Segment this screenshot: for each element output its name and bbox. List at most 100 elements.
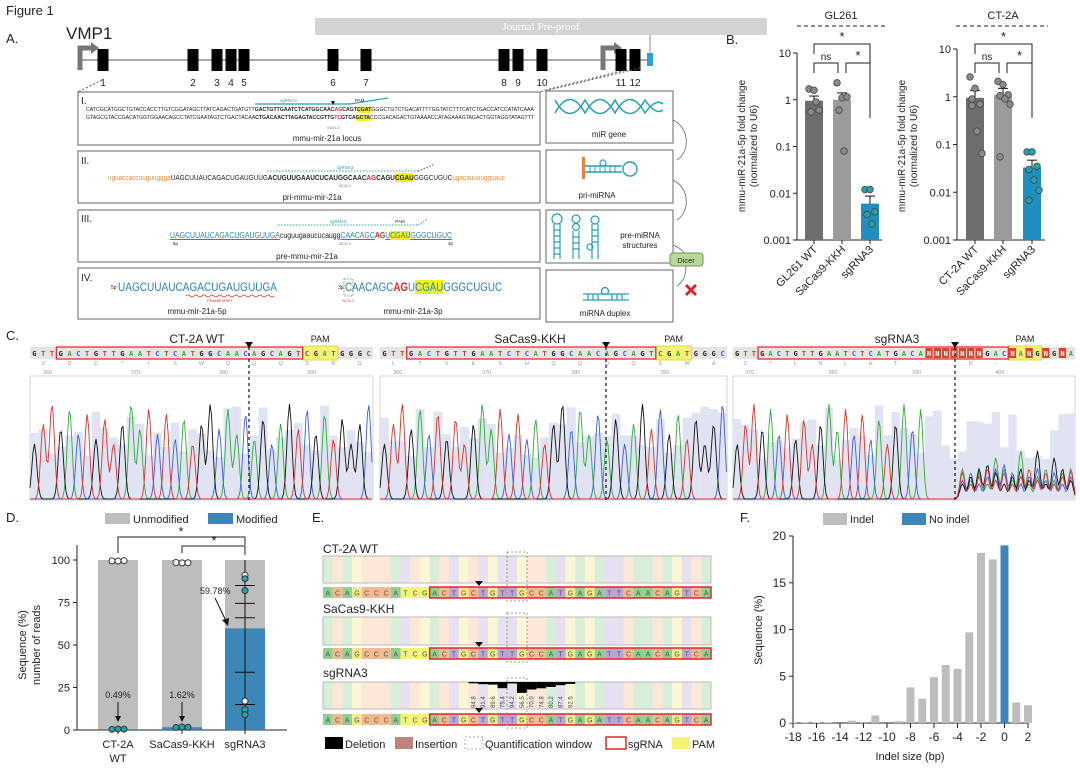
- exon-number: 2: [190, 78, 196, 89]
- base-cell: [390, 714, 401, 725]
- row-iv-indels-label: INDELS: [342, 299, 355, 303]
- row-iv-3p-label: 3p: [338, 285, 344, 291]
- significance-label: *: [211, 533, 216, 548]
- sgrna-box: [428, 647, 712, 660]
- row-ii-indels-label: INDELS: [339, 184, 352, 188]
- base-cell: [701, 587, 711, 598]
- base-letter: C: [539, 652, 544, 659]
- frequency-column: [390, 556, 401, 583]
- frequency-column: [662, 682, 673, 709]
- quality-bar: [974, 421, 984, 500]
- base-call: T: [743, 350, 747, 358]
- quality-bar: [983, 423, 992, 500]
- sgrna-box: [406, 346, 657, 360]
- quality-bar: [638, 445, 647, 500]
- base-letter: T: [607, 652, 612, 659]
- base-call: A: [676, 350, 681, 358]
- base-call: A: [480, 350, 485, 358]
- base-letter: A: [326, 652, 331, 659]
- data-point: [1001, 95, 1009, 103]
- quality-bar: [874, 405, 884, 500]
- frequency-column: [478, 617, 488, 645]
- x-tick-label: -6: [929, 730, 940, 744]
- base-letter: C: [442, 652, 447, 659]
- amino-acid: -: [1045, 361, 1047, 367]
- pam-label: PAM: [1016, 334, 1035, 344]
- base-cell: [517, 714, 527, 725]
- base-cell: [662, 587, 673, 598]
- bar: [805, 100, 823, 241]
- base-call: A: [279, 350, 284, 358]
- sequence-segment: AG: [334, 107, 343, 113]
- base-letter: C: [384, 718, 389, 725]
- data-point: [815, 106, 823, 114]
- quality-bar: [611, 413, 621, 500]
- quality-bar: [629, 435, 639, 500]
- base-letter: A: [636, 652, 641, 659]
- base-call: G: [760, 350, 764, 358]
- deletion-frequency-label: 92.5: [568, 696, 574, 708]
- exon-number: 1: [100, 78, 106, 89]
- base-call: G: [614, 350, 618, 358]
- data-point: [812, 98, 820, 106]
- bar: [994, 94, 1012, 240]
- frequency-column: [429, 617, 440, 645]
- base-cell: [681, 587, 692, 598]
- base-call: A: [418, 350, 423, 358]
- deletion-bar: [507, 682, 517, 684]
- y-tick-label: 10: [779, 48, 791, 60]
- frequency-column: [361, 617, 372, 645]
- frequency-column: [643, 556, 653, 583]
- base-letter: C: [442, 718, 447, 725]
- base-letter: A: [345, 718, 350, 725]
- base-letter: C: [655, 652, 660, 659]
- position-label: 390: [912, 370, 921, 376]
- amino-acid: -: [920, 361, 922, 367]
- pri-mirna-icon: [582, 157, 638, 179]
- data-point: [1033, 162, 1041, 170]
- base-cell: [536, 714, 547, 725]
- chromatogram-title: CT-2A WT: [169, 332, 225, 346]
- deletion-bar: [565, 682, 576, 684]
- base-letter: T: [510, 652, 515, 659]
- quality-bar: [522, 455, 532, 500]
- row-iv-box: [77, 267, 541, 320]
- frequency-column: [604, 556, 614, 583]
- base-letter: A: [326, 591, 331, 598]
- base-cell: [410, 714, 420, 725]
- base-cell: [652, 714, 663, 725]
- figure-label: Figure 1: [6, 3, 54, 18]
- amino-acid: -: [1020, 361, 1022, 367]
- quality-bar: [1024, 457, 1034, 500]
- cut-site-icon: [475, 581, 483, 586]
- base-call: T: [516, 350, 520, 358]
- base-letter: G: [674, 652, 679, 659]
- data-point: [978, 149, 986, 158]
- base-letter: C: [471, 652, 476, 659]
- base-call: T: [147, 350, 151, 358]
- mir-promoter-arrow-icon: [600, 45, 615, 70]
- base-cell: [546, 714, 556, 725]
- amino-acid: V: [41, 361, 45, 367]
- point-unmodified: [114, 557, 122, 565]
- base-call: A: [138, 350, 143, 358]
- quality-bar: [285, 429, 294, 500]
- base-cell: [526, 648, 537, 659]
- base-letter: G: [568, 591, 573, 598]
- base-cell: [614, 648, 624, 659]
- base-letter: T: [559, 718, 564, 725]
- base-call: G: [985, 350, 989, 358]
- sequence-strip: [380, 347, 727, 359]
- sequence-segment: UAGCUUAUCAGACUGAUGUUGA: [118, 280, 277, 294]
- base-cell: [623, 714, 634, 725]
- base-call: T: [885, 350, 889, 358]
- position-label: 400: [995, 370, 1004, 376]
- y-axis-label: mmu-miR-21a-5p fold change(normalized to…: [897, 79, 920, 212]
- exon-group: 1 2 3 4 5 6 7 8 9 10 11 12: [97, 49, 641, 89]
- quality-bar: [646, 446, 656, 500]
- frequency-column: [652, 682, 663, 709]
- base-call: G: [94, 350, 98, 358]
- position-label: 380: [219, 370, 228, 376]
- arrowhead-icon: [222, 618, 229, 626]
